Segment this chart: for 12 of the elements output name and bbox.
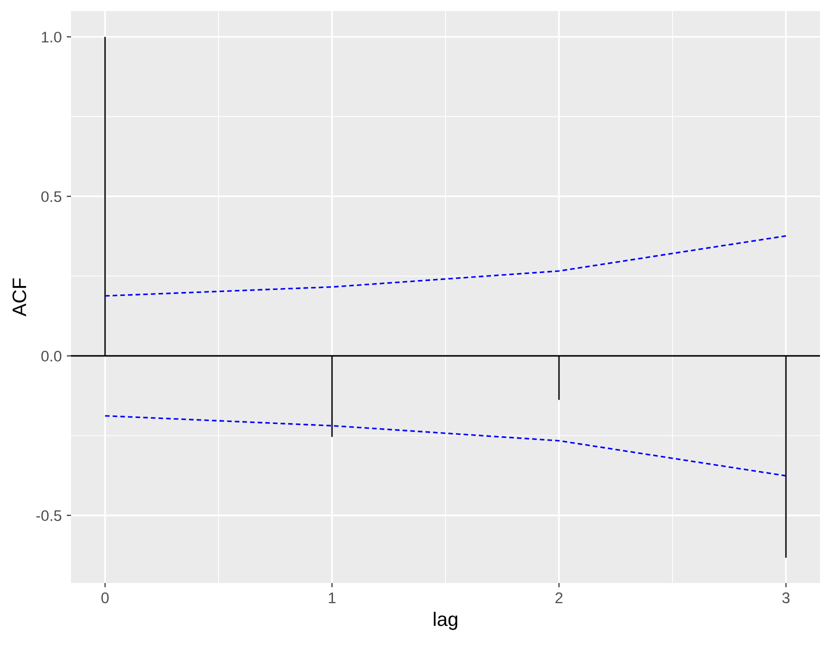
y-tick-label: 0.0	[41, 350, 62, 362]
line-series	[104, 415, 787, 477]
y-tick-label: -0.5	[36, 510, 62, 522]
x-tick-label: 3	[782, 592, 790, 604]
x-axis-title: lag	[434, 612, 458, 630]
y-tick-label: 0.5	[41, 191, 62, 202]
x-tick-label: 1	[328, 592, 336, 604]
x-tick-label: 2	[556, 592, 562, 604]
x-tick-label: 0	[101, 592, 109, 604]
y-axis-title: ACF	[12, 278, 26, 316]
y-tick-label: 1.0	[42, 32, 62, 43]
line-series	[104, 235, 787, 297]
